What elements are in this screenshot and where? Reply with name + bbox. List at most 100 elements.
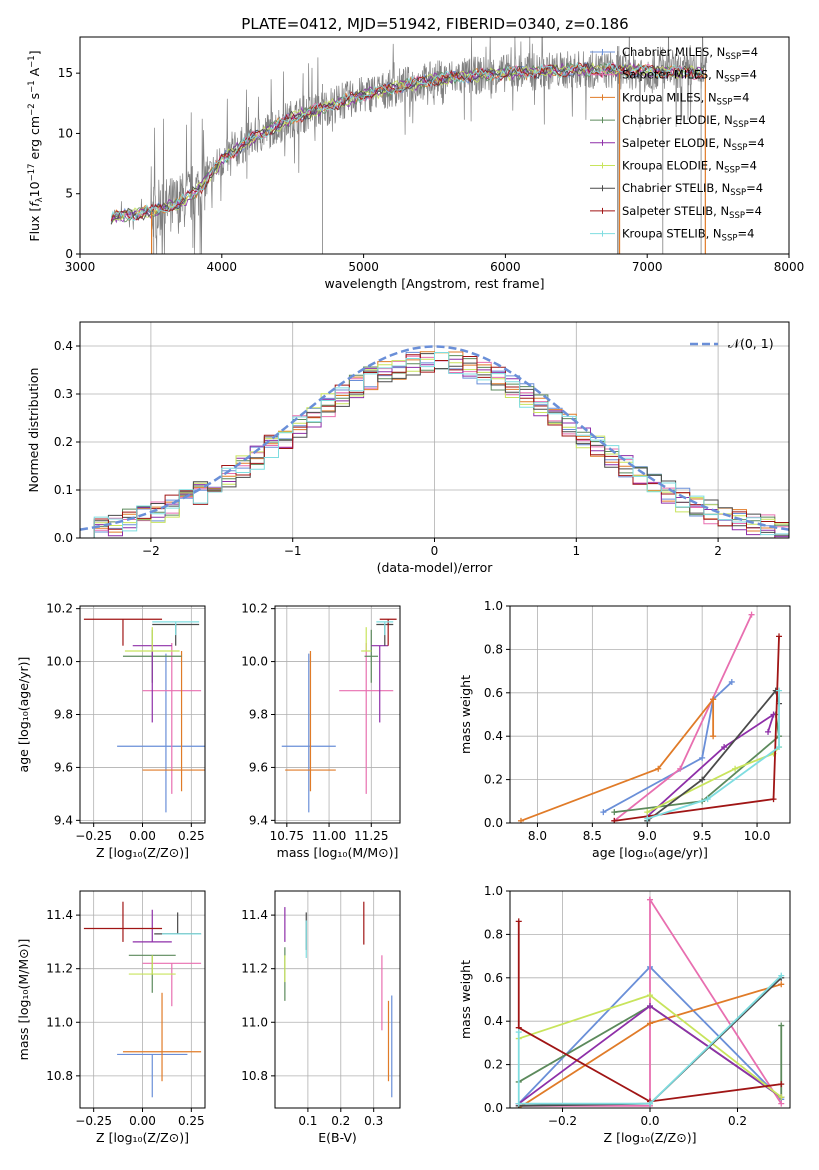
error-point-salpeter-miles bbox=[142, 643, 202, 794]
x-tick-label: 10.75 bbox=[270, 829, 304, 843]
legend-entry: Kroupa STELIB, NSSP=4 bbox=[590, 227, 754, 244]
y-label-part: −1 bbox=[27, 80, 37, 93]
series-marker bbox=[776, 633, 783, 640]
plot-area bbox=[517, 611, 783, 823]
series-marker bbox=[728, 678, 735, 685]
y-tick-label: 0.6 bbox=[484, 686, 503, 700]
x-axis-label: Z [log₁₀(Z/Z⊙)] bbox=[96, 845, 189, 860]
series-marker bbox=[776, 687, 783, 694]
error-point-kroupa-stelib bbox=[152, 621, 200, 636]
series-marker bbox=[721, 744, 728, 751]
series-marker bbox=[699, 776, 706, 783]
error-point-chabrier-miles bbox=[117, 653, 205, 813]
series-line-salpeter-miles bbox=[518, 896, 783, 1107]
legend-label-sub: SSP bbox=[724, 75, 740, 85]
y-tick-label: 1.0 bbox=[484, 884, 503, 898]
error-point-chabrier-miles bbox=[117, 1053, 188, 1098]
series-marker bbox=[770, 796, 777, 803]
series-line-kroupa-stelib bbox=[517, 974, 782, 1105]
error-point-salpeter-stelib bbox=[83, 618, 163, 646]
series-marker bbox=[778, 981, 785, 988]
legend-label-text: Salpeter MILES, N bbox=[622, 68, 724, 82]
y-axis-label: Flux [fλ10−17 erg cm−2 s−1 A−1] bbox=[27, 50, 45, 241]
legend-label-suffix: =4 bbox=[732, 90, 749, 104]
legend-label-sub: SSP bbox=[722, 234, 738, 244]
series-marker bbox=[778, 972, 785, 979]
y-tick-label: 0.2 bbox=[484, 1058, 503, 1072]
legend-label-sub: SSP bbox=[717, 97, 733, 107]
legend-label-sub: SSP bbox=[732, 143, 748, 153]
y-tick-label: 0.1 bbox=[54, 483, 73, 497]
legend-entry: Chabrier ELODIE, NSSP=4 bbox=[590, 113, 766, 130]
y-label-part: −1 bbox=[27, 55, 37, 68]
x-axis-label: (data-model)/error bbox=[377, 560, 494, 575]
y-tick-label: 9.4 bbox=[54, 813, 73, 827]
legend-label: Chabrier ELODIE, NSSP=4 bbox=[622, 113, 766, 130]
x-tick-label: 0.00 bbox=[129, 829, 156, 843]
axes-layer: 0.1 0.2 0.3 10.8 11.0 11.2 11.4 E(B-V) bbox=[241, 890, 401, 1145]
y-tick-label: 11.2 bbox=[241, 962, 268, 976]
legend-entry: Chabrier STELIB, NSSP=4 bbox=[590, 181, 763, 198]
plot-area bbox=[284, 901, 393, 1098]
series-marker bbox=[765, 728, 772, 735]
error-point-salpeter-elodie bbox=[371, 645, 389, 723]
series-marker bbox=[515, 918, 522, 925]
x-tick-label: 0.1 bbox=[298, 1114, 317, 1128]
legend-label-suffix: =4 bbox=[740, 159, 757, 173]
y-tick-label: 10.8 bbox=[241, 1069, 268, 1083]
y-label-part: erg cm bbox=[27, 116, 42, 164]
series-line-salpeter-elodie bbox=[646, 712, 776, 818]
spectrum-panel: 3000 4000 5000 6000 7000 8000 0 5 10 15 wavelength… bbox=[27, 36, 804, 291]
axes-layer: −0.25 0.00 0.25 10.8 11.0 11.2 11.4 Z [log₁₀(Z/… bbox=[16, 890, 206, 1145]
y-tick-label: 0.4 bbox=[484, 729, 503, 743]
legend-label-sub: SSP bbox=[733, 120, 749, 130]
y-tick-label: 9.8 bbox=[54, 708, 73, 722]
x-axis-label: Z [log₁₀(Z/Z⊙)] bbox=[96, 1130, 189, 1145]
x-tick-label: 0.00 bbox=[129, 1114, 156, 1128]
y-tick-label: 1.0 bbox=[484, 599, 503, 613]
y-label-part: −17 bbox=[27, 163, 37, 181]
x-tick-label: 0 bbox=[431, 544, 439, 558]
x-axis-label: age [log₁₀(age/yr)] bbox=[592, 845, 708, 860]
y-axis-label: mass [log₁₀(M/M⊙)] bbox=[16, 939, 31, 1061]
legend-label: Kroupa MILES, NSSP=4 bbox=[622, 90, 749, 107]
x-axis-label: wavelength [Angstrom, rest frame] bbox=[324, 276, 544, 291]
y-label-part: f bbox=[27, 201, 42, 207]
series-marker bbox=[677, 765, 684, 772]
grid-layer bbox=[80, 891, 205, 1108]
series-marker bbox=[748, 611, 755, 618]
x-tick-label: −0.25 bbox=[75, 829, 112, 843]
plot-area bbox=[80, 345, 789, 538]
legend-entry: Salpeter ELODIE, NSSP=4 bbox=[590, 136, 765, 153]
legend-label: Kroupa ELODIE, NSSP=4 bbox=[622, 159, 757, 176]
y-tick-label: 0.0 bbox=[484, 1101, 503, 1115]
legend-label-suffix: =4 bbox=[745, 204, 762, 218]
axes-layer: 3000 4000 5000 6000 7000 8000 0 5 10 15 wavelength… bbox=[58, 36, 804, 291]
legend-label-sub: SSP bbox=[730, 188, 746, 198]
y-tick-label: 11.0 bbox=[241, 1015, 268, 1029]
y-label-part: λ bbox=[35, 197, 45, 202]
y-tick-label: 0.4 bbox=[54, 339, 73, 353]
legend-entry: Chabrier MILES, NSSP=4 bbox=[590, 45, 758, 62]
weight-vs-age-panel: 8.0 8.5 9.0 9.5 10.0 0.0 0.2 0.4 0.6 0.8 1.0 age [l… bbox=[458, 599, 791, 860]
residuals-panel: −2 −1 0 1 2 0.0 0.1 0.2 0.3 0.4 (data-model)/error… bbox=[26, 321, 790, 575]
y-tick-label: 0 bbox=[65, 247, 73, 261]
y-tick-label: 0.0 bbox=[484, 816, 503, 830]
error-point-kroupa-elodie bbox=[361, 627, 372, 652]
legend-label-suffix: =4 bbox=[746, 181, 763, 195]
y-tick-label: 0.8 bbox=[484, 642, 503, 656]
error-point-kroupa-miles bbox=[142, 650, 205, 792]
legend-entry: Kroupa ELODIE, NSSP=4 bbox=[590, 159, 757, 176]
y-label-part: s bbox=[27, 93, 42, 104]
mass-vs-metallicity-panel: −0.25 0.00 0.25 10.8 11.0 11.2 11.4 Z [log₁₀(Z/… bbox=[16, 890, 206, 1145]
y-tick-label: 9.4 bbox=[249, 813, 268, 827]
x-axis-label: Z [log₁₀(Z/Z⊙)] bbox=[604, 1130, 697, 1145]
y-label-part: −2 bbox=[27, 103, 37, 116]
y-tick-label: 15 bbox=[58, 66, 73, 80]
series-marker bbox=[732, 765, 739, 772]
x-axis-label: mass [log₁₀(M/M⊙)] bbox=[277, 845, 399, 860]
plot-area bbox=[83, 618, 205, 813]
series-marker bbox=[778, 1022, 785, 1029]
y-tick-label: 0.8 bbox=[484, 927, 503, 941]
